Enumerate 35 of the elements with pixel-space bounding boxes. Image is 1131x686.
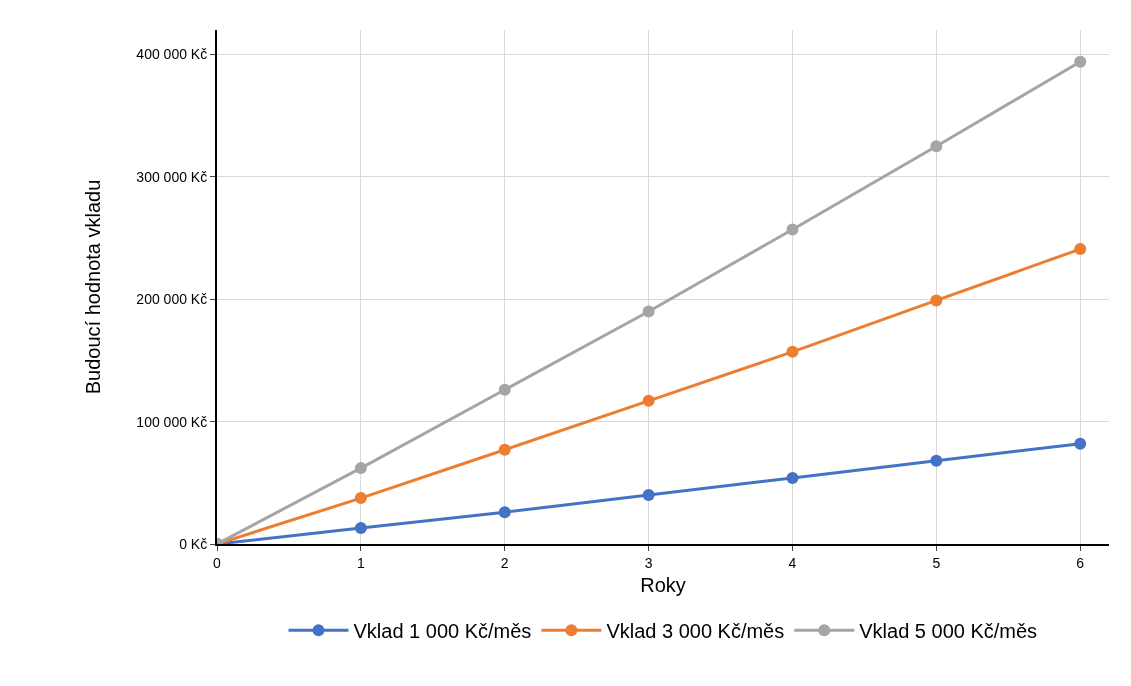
y-axis-title: Budoucí hodnota vkladu — [82, 179, 105, 395]
x-tick-label: 5 — [932, 554, 941, 571]
point — [498, 383, 511, 396]
x-tick-label: 3 — [644, 554, 653, 571]
point — [354, 522, 367, 535]
x-tick-label: 0 — [213, 554, 222, 571]
point — [786, 345, 799, 358]
x-tick-label: 4 — [788, 554, 797, 571]
y-tick-label: 400 000 Kč — [136, 46, 208, 63]
point — [642, 305, 655, 318]
y-tick-label: 200 000 Kč — [136, 291, 208, 308]
point — [930, 294, 943, 307]
point — [786, 223, 799, 236]
point — [498, 506, 511, 519]
point — [1074, 55, 1087, 68]
point — [498, 443, 511, 456]
x-axis-title: Roky — [640, 573, 686, 596]
legend-label: Vklad 1 000 Kč/měs — [353, 620, 532, 643]
point — [930, 140, 943, 153]
legend-label: Vklad 3 000 Kč/měs — [606, 620, 785, 643]
point — [354, 462, 367, 475]
point — [642, 489, 655, 502]
x-tick-label: 1 — [356, 554, 365, 571]
x-tick-label: 6 — [1076, 554, 1085, 571]
point — [1074, 437, 1087, 450]
y-tick-label: 300 000 Kč — [136, 168, 208, 185]
point — [1074, 243, 1087, 256]
point — [642, 394, 655, 407]
x-tick-label: 2 — [500, 554, 509, 571]
y-tick-label: 0 Kč — [179, 535, 208, 552]
y-tick-label: 100 000 Kč — [136, 413, 208, 430]
legend-label: Vklad 5 000 Kč/měs — [859, 620, 1038, 643]
point — [786, 471, 799, 484]
point — [354, 492, 367, 505]
point — [930, 454, 943, 467]
